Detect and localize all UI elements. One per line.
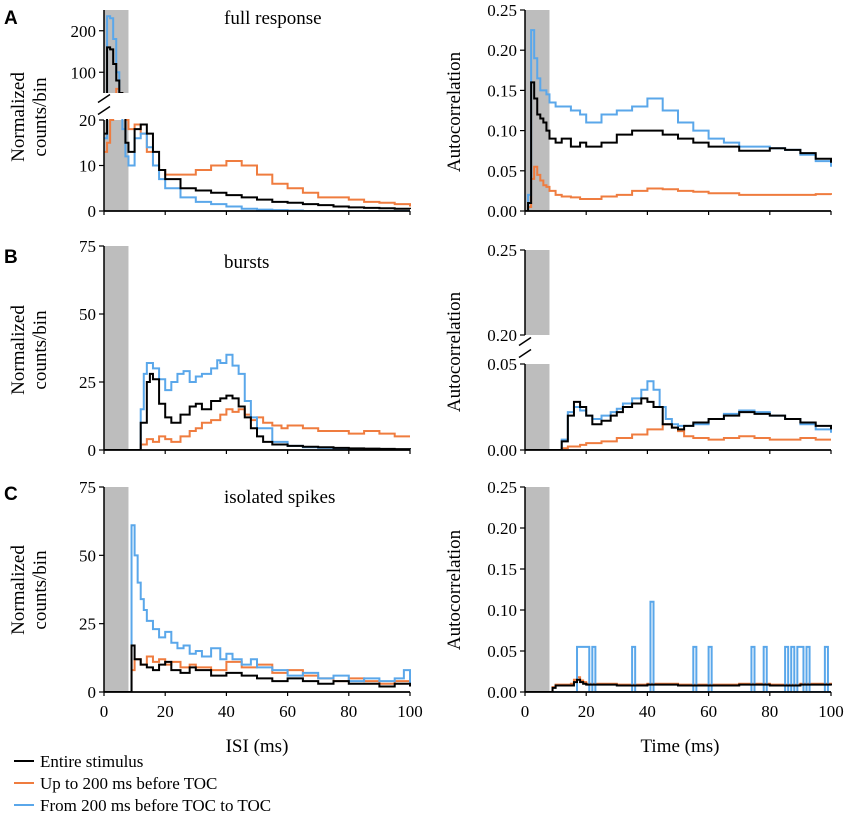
c-left-main-shaded-region	[104, 487, 129, 692]
b-left-ytick-label: 75	[79, 237, 96, 256]
a-right-main-series-entire	[525, 81, 832, 211]
a-left-upper-series-from	[106, 15, 121, 93]
c-left-xtick-label: 60	[279, 702, 296, 721]
b-right-upper-shaded-region	[525, 250, 550, 335]
a-left-ytick-label: 10	[79, 157, 96, 176]
a-left-lower-shaded-region	[104, 120, 129, 211]
c-left-main-series-entire	[104, 644, 411, 692]
b-right-axis-break-mark	[518, 348, 532, 359]
c-left-main-series-from	[104, 524, 411, 692]
a-left-ytick-label: 0	[88, 202, 97, 221]
c-left-ytick-label: 50	[79, 546, 96, 565]
c-right-main-shaded-region	[525, 487, 550, 692]
c-right-main-series-from	[525, 600, 831, 692]
chart-panels: 100200010200.000.050.100.150.200.2502550…	[71, 1, 844, 721]
panel-letter-b: B	[4, 247, 18, 268]
b-left-main-series-group	[104, 353, 411, 450]
c-left-xtick-label: 100	[397, 702, 423, 721]
c-right-xtick-label: 80	[761, 702, 778, 721]
c-right-xtick-label: 0	[521, 702, 530, 721]
a-right-ytick-label: 0.10	[487, 122, 517, 141]
xlabel-isi: ISI (ms)	[226, 736, 289, 757]
c-right-main-series-group	[525, 600, 832, 692]
a-left-upper-series-up_to	[115, 87, 124, 93]
c-right-xtick-label: 60	[700, 702, 717, 721]
a-left-ytick-label: 20	[79, 111, 96, 130]
b-right-ytick-label: 0.20	[487, 326, 517, 345]
c-right-ytick-label: 0.00	[487, 683, 517, 702]
c-right-ytick-label: 0.25	[487, 478, 517, 497]
ylabel-c-line2: counts/bin	[30, 550, 51, 630]
panel-letter-a: A	[4, 8, 18, 29]
c-left-ytick-label: 75	[79, 478, 96, 497]
a-left-ytick-label: 100	[71, 63, 97, 82]
a-right-main-series-up_to	[525, 165, 832, 211]
c-right-ytick-label: 0.05	[487, 642, 517, 661]
a-right-main-series-from	[525, 29, 832, 211]
legend-label-up-to: Up to 200 ms before TOC	[40, 774, 217, 793]
c-right-ytick-label: 0.20	[487, 519, 517, 538]
b-left-main-shaded-region	[104, 246, 129, 450]
ylabel-auto-b: Autocorrelation	[444, 291, 465, 412]
c-right-xtick-label: 20	[578, 702, 595, 721]
a-left-upper-series-group	[106, 15, 124, 93]
ylabel-b-line1: Normalized	[8, 305, 29, 395]
c-left-xtick-label: 0	[100, 702, 109, 721]
a-right-ytick-label: 0.20	[487, 41, 517, 60]
b-right-lower-series-entire	[525, 397, 832, 450]
b-right-lower-series-from	[525, 380, 832, 450]
c-left-xtick-label: 20	[157, 702, 174, 721]
legend: Entire stimulus Up to 200 ms before TOC …	[14, 752, 271, 815]
a-left-ytick-label: 200	[71, 22, 97, 41]
panel-letter-c: C	[4, 484, 18, 505]
a-right-ytick-label: 0.05	[487, 162, 517, 181]
c-left-main-series-group	[104, 524, 411, 692]
c-right-main-series-entire	[525, 678, 832, 692]
a-left-lower-series-up_to	[104, 119, 411, 207]
a-left-lower-series-entire	[104, 119, 411, 210]
legend-label-entire: Entire stimulus	[40, 752, 143, 771]
a-left-upper-series-entire	[106, 46, 124, 93]
b-left-ytick-label: 50	[79, 305, 96, 324]
xlabel-time: Time (ms)	[640, 736, 719, 757]
c-left-ytick-label: 25	[79, 615, 96, 634]
a-right-ytick-label: 0.15	[487, 81, 517, 100]
a-left-lower-series-group	[104, 119, 411, 211]
panel-title-isolated-spikes: isolated spikes	[224, 487, 335, 508]
b-right-axis-break-mark	[518, 336, 532, 347]
ylabel-c-line1: Normalized	[8, 545, 29, 635]
c-left-xtick-label: 40	[218, 702, 235, 721]
b-left-ytick-label: 0	[88, 441, 97, 460]
a-right-ytick-label: 0.25	[487, 1, 517, 20]
ylabel-a-line1: Normalized	[8, 72, 29, 162]
b-left-main-series-entire	[104, 372, 411, 450]
b-right-ytick-label: 0.25	[487, 241, 517, 260]
panel-title-full-response: full response	[224, 8, 322, 29]
a-left-axis-break-mark	[97, 105, 111, 116]
panel-title-bursts: bursts	[224, 252, 269, 273]
c-left-xtick-label: 80	[340, 702, 357, 721]
c-right-ytick-label: 0.15	[487, 560, 517, 579]
c-right-xtick-label: 100	[818, 702, 844, 721]
b-left-ytick-label: 25	[79, 373, 96, 392]
a-left-lower-series-from	[104, 119, 410, 211]
b-right-ytick-label: 0.05	[487, 355, 517, 374]
legend-label-from: From 200 ms before TOC to TOC	[40, 796, 271, 815]
a-left-axis-break-mark	[97, 93, 111, 104]
ylabel-auto-a: Autocorrelation	[444, 51, 465, 172]
c-right-xtick-label: 40	[639, 702, 656, 721]
ylabel-b-line2: counts/bin	[30, 310, 51, 390]
a-right-main-series-group	[525, 29, 832, 211]
b-right-lower-shaded-region	[525, 364, 550, 450]
b-right-ytick-label: 0.00	[487, 441, 517, 460]
a-right-ytick-label: 0.00	[487, 202, 517, 221]
c-left-ytick-label: 0	[88, 683, 97, 702]
c-right-ytick-label: 0.10	[487, 601, 517, 620]
ylabel-auto-c: Autocorrelation	[444, 529, 465, 650]
b-left-main-series-up_to	[104, 408, 410, 450]
b-right-lower-series-group	[525, 380, 832, 450]
ylabel-a-line2: counts/bin	[30, 77, 51, 157]
